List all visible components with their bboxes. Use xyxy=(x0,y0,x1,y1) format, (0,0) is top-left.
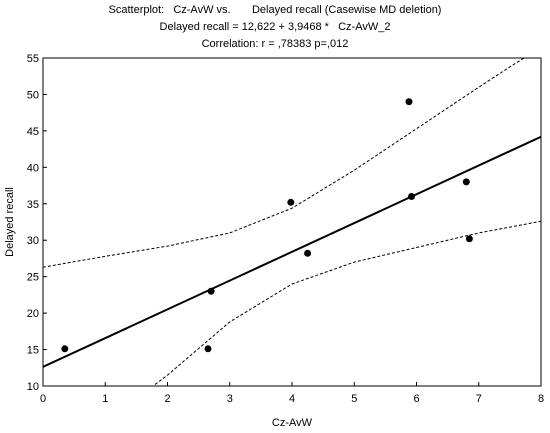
regression-equation: Delayed recall = 12,622 + 3,9468 * Cz-Av… xyxy=(159,21,391,33)
y-tick-label: 55 xyxy=(27,53,39,65)
y-tick-label: 15 xyxy=(27,345,39,357)
x-tick-label: 0 xyxy=(40,393,46,405)
data-point xyxy=(287,198,295,206)
data-point xyxy=(405,98,413,106)
confidence-band-upper xyxy=(43,58,525,268)
x-tick-label: 8 xyxy=(538,393,544,405)
x-tick-label: 6 xyxy=(413,393,419,405)
data-point xyxy=(304,249,312,257)
confidence-band-lower xyxy=(154,220,541,385)
confidence-band-layer xyxy=(43,58,541,385)
data-points xyxy=(61,98,473,353)
x-tick-label: 7 xyxy=(476,393,482,405)
data-point xyxy=(465,235,473,243)
data-point xyxy=(207,287,215,295)
regression-line-layer xyxy=(43,135,541,368)
x-tick-label: 5 xyxy=(351,393,357,405)
data-point xyxy=(462,178,470,186)
y-tick-label: 10 xyxy=(27,381,39,393)
x-tick-label: 3 xyxy=(227,393,233,405)
correlation-annotation: Correlation: r = ,78383 p=,012 xyxy=(201,38,349,50)
y-tick-label: 45 xyxy=(27,126,39,138)
plot-frame xyxy=(42,57,542,387)
y-tick-label: 25 xyxy=(27,272,39,284)
y-tick-label: 35 xyxy=(27,199,39,211)
data-point xyxy=(204,345,212,353)
y-axis-label: Delayed recall xyxy=(4,187,16,257)
x-tick-label: 1 xyxy=(102,393,108,405)
y-axis-ticks: 10 15 20 25 30 35 40 45 50 55 xyxy=(27,53,47,393)
data-point xyxy=(408,193,415,200)
y-tick-label: 40 xyxy=(27,162,39,174)
y-tick-label: 20 xyxy=(27,308,39,320)
data-point xyxy=(61,345,69,353)
x-tick-label: 2 xyxy=(164,393,170,405)
x-axis-label: Cz-AvW xyxy=(272,417,313,429)
regression-line xyxy=(43,135,541,368)
chart-title: Scatterplot: Cz-AvW vs. Delayed recall (… xyxy=(108,4,442,16)
x-tick-label: 4 xyxy=(289,393,295,405)
y-tick-label: 30 xyxy=(27,235,39,247)
x-axis-ticks: 0 1 2 3 4 5 6 7 8 xyxy=(40,382,544,405)
y-tick-label: 50 xyxy=(27,89,39,101)
